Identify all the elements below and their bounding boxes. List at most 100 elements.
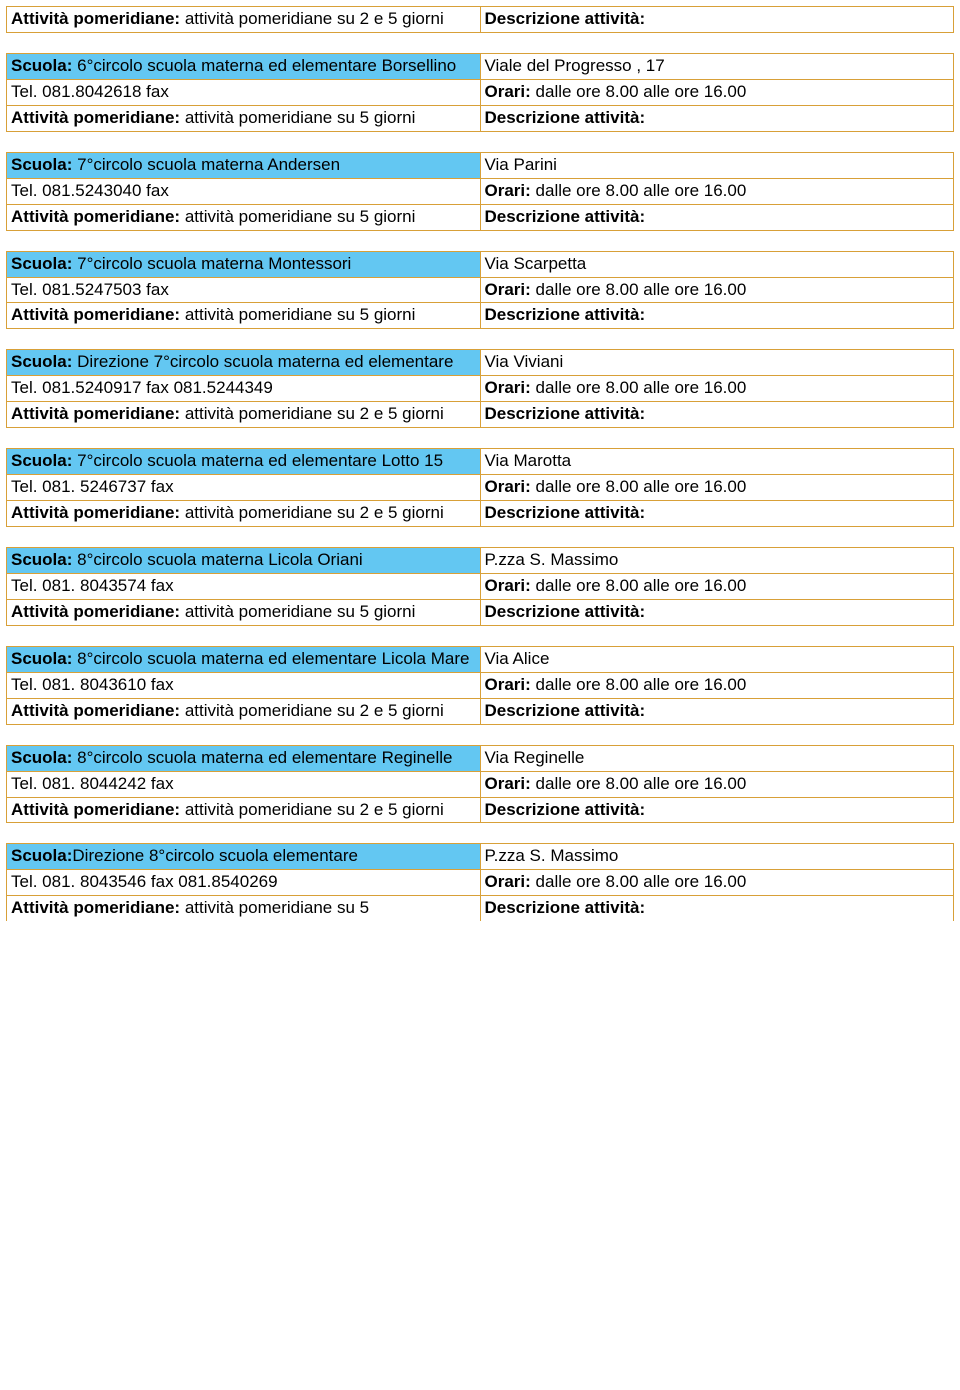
activities-value: attività pomeridiane su 2 e 5 giorni bbox=[185, 503, 444, 522]
school-activities: Attività pomeridiane: attività pomeridia… bbox=[7, 797, 481, 823]
description-label: Descrizione attività: bbox=[485, 898, 646, 917]
school-hours: Orari: dalle ore 8.00 alle ore 16.00 bbox=[480, 178, 954, 204]
school-tel: Tel. 081. 5246737 fax bbox=[7, 475, 481, 501]
activities-value: attività pomeridiane su 2 e 5 giorni bbox=[185, 800, 444, 819]
school-label: Scuola: bbox=[11, 748, 72, 767]
school-activities: Attività pomeridiane: attività pomeridia… bbox=[7, 105, 481, 131]
school-activities: Attività pomeridiane: attività pomeridia… bbox=[7, 501, 481, 527]
school-activities: Attività pomeridiane: attività pomeridia… bbox=[7, 402, 481, 428]
activities-label: Attività pomeridiane: bbox=[11, 800, 180, 819]
school-description: Descrizione attività: bbox=[480, 303, 954, 329]
school-tel: Tel. 081.5243040 fax bbox=[7, 178, 481, 204]
school-description: Descrizione attività: bbox=[480, 402, 954, 428]
hours-label: Orari: bbox=[485, 82, 531, 101]
school-name-cell: Scuola: 8°circolo scuola materna Licola … bbox=[7, 548, 481, 574]
school-description: Descrizione attività: bbox=[480, 204, 954, 230]
school-name-cell: Scuola:Direzione 8°circolo scuola elemen… bbox=[7, 844, 481, 870]
school-entry: Scuola: 6°circolo scuola materna ed elem… bbox=[6, 53, 954, 132]
activities-value: attività pomeridiane su 5 bbox=[185, 898, 369, 917]
school-hours: Orari: dalle ore 8.00 alle ore 16.00 bbox=[480, 79, 954, 105]
school-tel: Tel. 081.5240917 fax 081.5244349 bbox=[7, 376, 481, 402]
school-hours: Orari: dalle ore 8.00 alle ore 16.00 bbox=[480, 475, 954, 501]
school-name-cell: Scuola: 7°circolo scuola materna Montess… bbox=[7, 251, 481, 277]
description-label: Descrizione attività: bbox=[485, 602, 646, 621]
school-hours: Orari: dalle ore 8.00 alle ore 16.00 bbox=[480, 277, 954, 303]
school-name: 6°circolo scuola materna ed elementare B… bbox=[77, 56, 456, 75]
school-address: Via Viviani bbox=[480, 350, 954, 376]
school-description: Descrizione attività: bbox=[480, 105, 954, 131]
school-activities: Attività pomeridiane: attività pomeridia… bbox=[7, 698, 481, 724]
description-label: Descrizione attività: bbox=[485, 800, 646, 819]
school-address: Via Alice bbox=[480, 646, 954, 672]
school-description: Descrizione attività: bbox=[480, 896, 954, 921]
description-label: Descrizione attività: bbox=[485, 9, 646, 28]
school-tel: Tel. 081.5247503 fax bbox=[7, 277, 481, 303]
school-address: Via Marotta bbox=[480, 449, 954, 475]
school-entry: Scuola: 8°circolo scuola materna ed elem… bbox=[6, 745, 954, 824]
school-hours: Orari: dalle ore 8.00 alle ore 16.00 bbox=[480, 672, 954, 698]
school-entry: Scuola: Direzione 7°circolo scuola mater… bbox=[6, 349, 954, 428]
school-activities: Attività pomeridiane: attività pomeridia… bbox=[7, 7, 481, 33]
activities-label: Attività pomeridiane: bbox=[11, 9, 180, 28]
school-hours: Orari: dalle ore 8.00 alle ore 16.00 bbox=[480, 771, 954, 797]
school-activities: Attività pomeridiane: attività pomeridia… bbox=[7, 896, 481, 921]
activities-label: Attività pomeridiane: bbox=[11, 404, 180, 423]
school-description: Descrizione attività: bbox=[480, 7, 954, 33]
school-hours: Orari: dalle ore 8.00 alle ore 16.00 bbox=[480, 573, 954, 599]
school-name: 7°circolo scuola materna Andersen bbox=[77, 155, 340, 174]
school-label: Scuola: bbox=[11, 649, 72, 668]
school-description: Descrizione attività: bbox=[480, 599, 954, 625]
description-label: Descrizione attività: bbox=[485, 305, 646, 324]
activities-value: attività pomeridiane su 5 giorni bbox=[185, 108, 416, 127]
school-name: 8°circolo scuola materna Licola Oriani bbox=[77, 550, 363, 569]
hours-value: dalle ore 8.00 alle ore 16.00 bbox=[536, 82, 747, 101]
description-label: Descrizione attività: bbox=[485, 701, 646, 720]
school-label: Scuola: bbox=[11, 352, 72, 371]
activities-label: Attività pomeridiane: bbox=[11, 701, 180, 720]
school-activities: Attività pomeridiane: attività pomeridia… bbox=[7, 599, 481, 625]
hours-label: Orari: bbox=[485, 181, 531, 200]
hours-label: Orari: bbox=[485, 675, 531, 694]
school-entry: Scuola: 7°circolo scuola materna Anderse… bbox=[6, 152, 954, 231]
school-entry: Scuola: 8°circolo scuola materna Licola … bbox=[6, 547, 954, 626]
school-entry: Scuola:Direzione 8°circolo scuola elemen… bbox=[6, 843, 954, 921]
activities-label: Attività pomeridiane: bbox=[11, 207, 180, 226]
activities-value: attività pomeridiane su 2 e 5 giorni bbox=[185, 701, 444, 720]
school-activities: Attività pomeridiane: attività pomeridia… bbox=[7, 303, 481, 329]
activities-value: attività pomeridiane su 5 giorni bbox=[185, 305, 416, 324]
hours-label: Orari: bbox=[485, 280, 531, 299]
school-tel: Tel. 081. 8044242 fax bbox=[7, 771, 481, 797]
school-name: 7°circolo scuola materna Montessori bbox=[77, 254, 351, 273]
activities-label: Attività pomeridiane: bbox=[11, 898, 180, 917]
hours-value: dalle ore 8.00 alle ore 16.00 bbox=[536, 280, 747, 299]
school-name-cell: Scuola: Direzione 7°circolo scuola mater… bbox=[7, 350, 481, 376]
description-label: Descrizione attività: bbox=[485, 108, 646, 127]
school-address: Via Reginelle bbox=[480, 745, 954, 771]
hours-value: dalle ore 8.00 alle ore 16.00 bbox=[536, 576, 747, 595]
activities-value: attività pomeridiane su 5 giorni bbox=[185, 602, 416, 621]
hours-label: Orari: bbox=[485, 576, 531, 595]
school-entry: Attività pomeridiane: attività pomeridia… bbox=[6, 6, 954, 33]
hours-value: dalle ore 8.00 alle ore 16.00 bbox=[536, 774, 747, 793]
school-description: Descrizione attività: bbox=[480, 698, 954, 724]
school-address: P.zza S. Massimo bbox=[480, 844, 954, 870]
school-description: Descrizione attività: bbox=[480, 797, 954, 823]
school-entry: Scuola: 7°circolo scuola materna Montess… bbox=[6, 251, 954, 330]
hours-value: dalle ore 8.00 alle ore 16.00 bbox=[536, 675, 747, 694]
hours-label: Orari: bbox=[485, 872, 531, 891]
activities-label: Attività pomeridiane: bbox=[11, 108, 180, 127]
school-address: P.zza S. Massimo bbox=[480, 548, 954, 574]
hours-label: Orari: bbox=[485, 378, 531, 397]
school-name: Direzione 7°circolo scuola materna ed el… bbox=[77, 352, 453, 371]
school-label: Scuola: bbox=[11, 550, 72, 569]
school-entry: Scuola: 7°circolo scuola materna ed elem… bbox=[6, 448, 954, 527]
activities-value: attività pomeridiane su 2 e 5 giorni bbox=[185, 9, 444, 28]
school-label: Scuola: bbox=[11, 56, 72, 75]
activities-label: Attività pomeridiane: bbox=[11, 602, 180, 621]
school-label: Scuola: bbox=[11, 155, 72, 174]
school-hours: Orari: dalle ore 8.00 alle ore 16.00 bbox=[480, 376, 954, 402]
activities-value: attività pomeridiane su 2 e 5 giorni bbox=[185, 404, 444, 423]
school-name: Direzione 8°circolo scuola elementare bbox=[72, 846, 358, 865]
school-label: Scuola: bbox=[11, 254, 72, 273]
school-name-cell: Scuola: 7°circolo scuola materna Anderse… bbox=[7, 152, 481, 178]
